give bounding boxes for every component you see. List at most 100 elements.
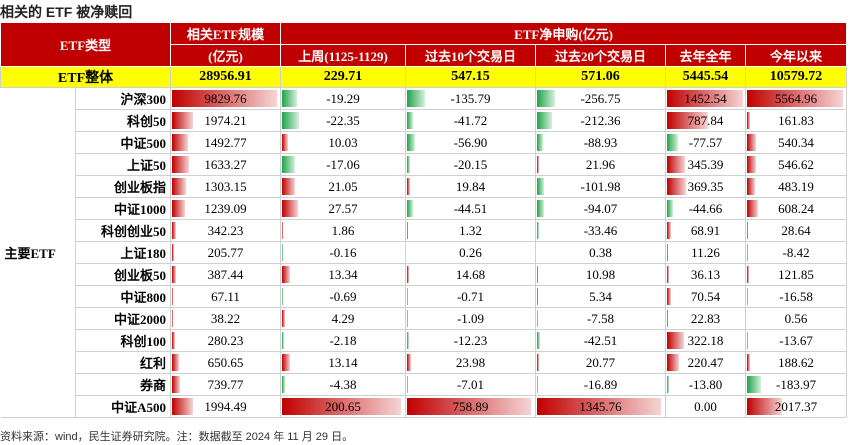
cell: -56.90 [405,131,537,154]
cell: 322.18 [665,329,747,352]
data-bar [282,310,285,327]
cell-text: -16.89 [583,376,618,392]
cell: 0.00 [665,395,747,418]
cell-text: 1974.21 [204,112,247,128]
cell: -16.89 [535,373,667,396]
data-bar [282,134,288,151]
header-cell: 过去10个交易日 [405,44,537,67]
header-cell: ETF净申购(亿元) [280,22,848,45]
cell: -13.80 [665,373,747,396]
row-name: 中证800 [74,285,172,308]
cell-text: -13.67 [779,332,813,348]
cell: -88.93 [535,131,667,154]
data-bar [747,200,758,217]
cell: 369.35 [665,175,747,198]
title: 相关的 ETF 被净赎回 [0,4,133,20]
data-bar [282,398,402,415]
cell-text: -4.38 [329,376,357,392]
data-bar [282,288,283,305]
cell: 70.54 [665,285,747,308]
cell-text: 787.84 [687,112,724,128]
data-bar [667,310,669,327]
cell: -44.66 [665,197,747,220]
cell-text: -94.07 [583,200,618,216]
data-bar [667,376,669,393]
data-bar [407,134,415,151]
data-bar [667,178,687,195]
cell: -33.46 [535,219,667,242]
cell-text: -7.58 [586,310,615,326]
header-cell: 过去20个交易日 [535,44,667,67]
cell: 0.38 [535,241,667,264]
cell: -212.36 [535,109,667,132]
data-bar [282,112,300,129]
row: 主要ETF 沪深300 9829.76 -19.29 -135.79 -256.75 145… [0,87,848,418]
cell: 28956.91 [170,66,282,88]
cell: -77.57 [665,131,747,154]
cell-text: 0.26 [459,244,482,260]
row-name: 中证500 [74,131,172,154]
cell: -7.01 [405,373,537,396]
cell-text: 121.85 [778,266,814,282]
header-cell: 上周(1125-1129) [280,44,407,67]
cell-text: 19.84 [455,178,486,194]
cell: 200.65 [280,395,407,418]
cell-text: -0.71 [456,288,485,304]
cell: 1974.21 [170,109,282,132]
cell: 205.77 [170,241,282,264]
cell-text: 11.26 [691,244,720,260]
cell: 1303.15 [170,175,282,198]
cell: -8.42 [745,241,848,264]
data-bar [667,288,671,305]
cell: 67.11 [170,285,282,308]
data-bar [537,376,539,393]
cell-text: 0.00 [694,398,717,414]
data-bar [537,112,552,129]
cell-text: 13.34 [328,266,358,282]
cell: 739.77 [170,373,282,396]
cell-text: 70.54 [690,288,721,304]
cell-text: 650.65 [207,354,244,370]
row: 中证A500 1994.49 200.65 758.89 1345.76 0.00 2017… [1,395,848,418]
data-bar [667,200,674,217]
data-bar [747,244,748,261]
cell-text: 1.86 [331,222,355,238]
source-note: 资料来源：wind，民生证券研究院。注：数据截至 2024 年 11 月 29 … [0,431,354,443]
data-bar [667,112,709,129]
data-bar [172,244,175,261]
cell: 608.24 [745,197,848,220]
data-bar [282,200,299,217]
data-bar [172,332,175,349]
cell: 1.86 [280,219,407,242]
row: 科创50 1974.21 -22.35 -41.72 -212.36 787.84 161.… [1,109,848,132]
cell-text: 23.98 [455,354,486,370]
cell: 4.29 [280,307,407,330]
row: 中证1000 1239.09 27.57 -44.51 -94.07 -44.66 608.… [1,197,848,220]
cell: 342.23 [170,219,282,242]
row: 券商 739.77 -4.38 -7.01 -16.89 -13.80 -183.97 [1,373,848,396]
header-cell: (亿元) [170,44,282,67]
cell: 21.96 [535,153,667,176]
cell: -20.15 [405,153,537,176]
row: 中证800 67.11 -0.69 -0.71 5.34 70.54 -16.58 [1,285,848,308]
cell: -2.18 [280,329,407,352]
cell-text: 205.77 [207,244,244,260]
cell: 27.57 [280,197,407,220]
cell-text: 0.56 [784,310,808,326]
data-bar [172,112,194,129]
cell: -0.71 [405,285,537,308]
cell: 11.26 [665,241,747,264]
data-bar [407,398,531,415]
cell-text: 1633.27 [204,156,247,172]
data-bar [172,200,186,217]
row: 上证180 205.77 -0.16 0.26 0.38 11.26 -8.42 [1,241,848,264]
cell-text: 1.32 [459,222,482,238]
cell: 0.56 [745,307,848,330]
row-name: 券商 [74,373,172,396]
cell-text: -135.79 [450,90,491,106]
data-bar [747,354,751,371]
cell-text: -8.42 [782,244,810,260]
cell: 1452.54 [665,87,747,110]
data-bar [747,376,762,393]
data-bar [667,134,679,151]
